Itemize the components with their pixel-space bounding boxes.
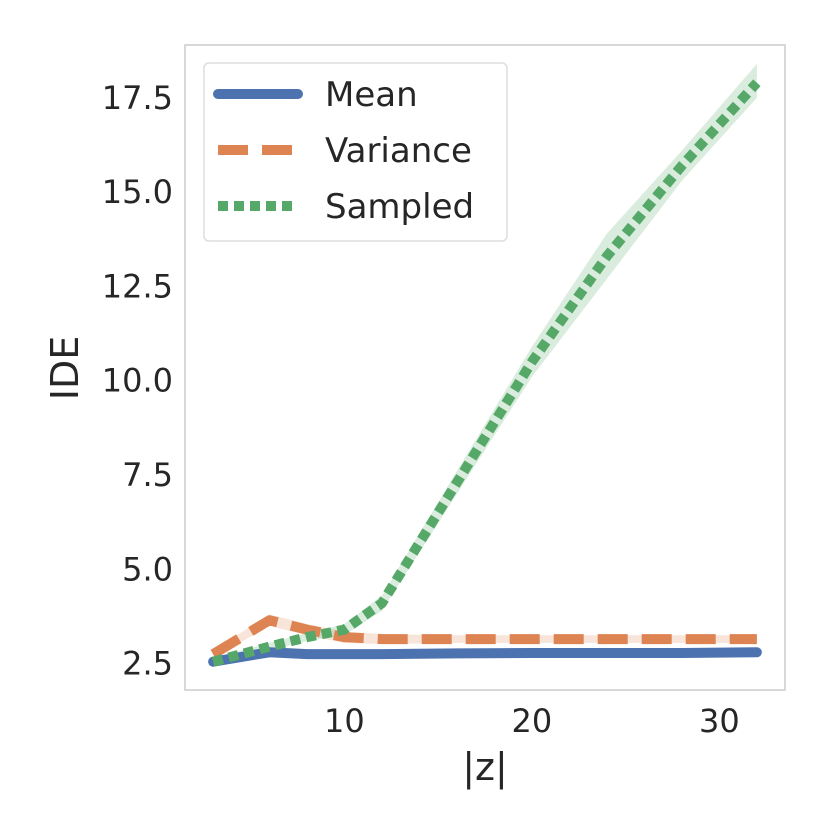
- legend-label-sampled: Sampled: [325, 187, 474, 227]
- legend: Mean Variance Sampled: [203, 62, 508, 242]
- y-axis-ticks: 2.5 5.0 7.5 10.0 12.5 15.0 17.5: [102, 79, 173, 683]
- x-axis-ticks: 10 20 30: [324, 702, 740, 740]
- y-tick-label: 17.5: [102, 79, 173, 117]
- y-tick-label: 7.5: [122, 456, 173, 494]
- y-tick-label: 15.0: [102, 173, 173, 211]
- y-tick-label: 5.0: [122, 550, 173, 588]
- y-tick-label: 2.5: [122, 645, 173, 683]
- series-lines: [208, 79, 762, 667]
- legend-frame: [203, 62, 508, 242]
- x-tick-label: 10: [324, 702, 365, 740]
- x-tick-label: 30: [699, 702, 740, 740]
- legend-label-mean: Mean: [325, 75, 418, 115]
- mean-line: [208, 647, 762, 667]
- x-axis-label: |z|: [462, 745, 508, 790]
- y-tick-label: 10.0: [102, 362, 173, 400]
- legend-label-variance: Variance: [325, 131, 472, 171]
- variance-line: [210, 615, 757, 659]
- y-tick-label: 12.5: [102, 267, 173, 305]
- y-axis-label: IDE: [43, 336, 87, 400]
- x-tick-label: 20: [512, 702, 553, 740]
